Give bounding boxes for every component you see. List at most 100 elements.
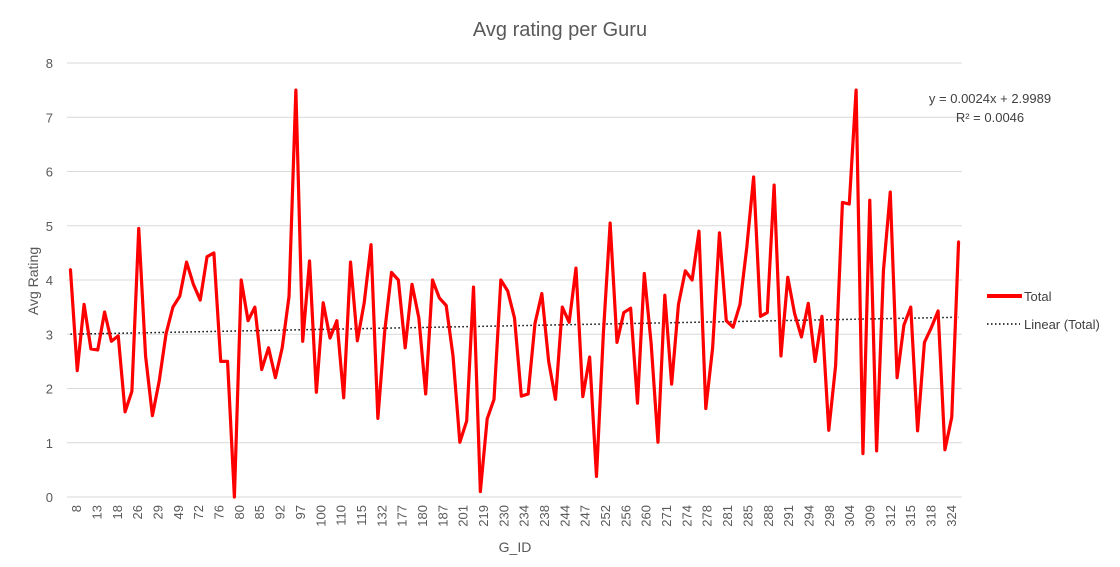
x-tick-label: 18 xyxy=(110,505,125,519)
data-point xyxy=(322,301,325,304)
data-point xyxy=(376,417,380,420)
data-point xyxy=(137,227,140,230)
data-point xyxy=(144,354,147,358)
data-point xyxy=(465,419,468,423)
data-point xyxy=(629,307,632,310)
data-point xyxy=(718,231,721,234)
data-point xyxy=(793,312,796,315)
data-point xyxy=(178,295,181,298)
x-tick-label: 180 xyxy=(415,505,430,527)
data-point xyxy=(485,417,489,421)
data-point xyxy=(547,360,550,363)
data-point xyxy=(130,390,134,393)
data-point xyxy=(513,316,516,320)
data-point xyxy=(649,342,653,345)
data-point xyxy=(390,271,393,274)
x-tick-label: 26 xyxy=(130,505,145,519)
data-point xyxy=(117,334,120,338)
data-point xyxy=(219,360,222,363)
data-point xyxy=(848,202,851,206)
x-tick-label: 80 xyxy=(232,505,247,519)
data-point xyxy=(943,448,947,451)
data-point xyxy=(274,376,277,379)
data-point xyxy=(772,183,776,187)
data-point xyxy=(738,303,742,306)
data-point xyxy=(69,267,72,271)
data-point xyxy=(110,340,113,343)
x-tick-label: 238 xyxy=(537,505,552,527)
data-point xyxy=(342,396,345,399)
data-point xyxy=(349,260,352,264)
y-tick-label: 6 xyxy=(46,165,53,180)
data-point xyxy=(766,311,769,314)
x-tick-label: 8 xyxy=(69,505,84,512)
data-point xyxy=(192,283,195,286)
x-tick-label: 29 xyxy=(151,505,166,519)
legend-label-trendline: Linear (Total) xyxy=(1024,317,1100,332)
data-point xyxy=(287,295,291,298)
data-point xyxy=(260,368,263,371)
data-point xyxy=(417,316,421,320)
data-point xyxy=(868,199,871,202)
data-point xyxy=(957,240,960,243)
data-point xyxy=(820,315,824,318)
data-point xyxy=(335,319,339,322)
data-point xyxy=(841,201,844,204)
x-tick-label: 298 xyxy=(822,505,837,527)
data-point xyxy=(697,229,701,233)
data-points xyxy=(69,88,960,499)
x-tick-label: 312 xyxy=(883,505,898,527)
data-point xyxy=(431,278,434,282)
x-axis-title: G_ID xyxy=(499,539,532,555)
data-point xyxy=(246,319,250,322)
data-point xyxy=(151,414,154,417)
legend-label-total: Total xyxy=(1024,289,1052,304)
trendline-r-squared: R² = 0.0046 xyxy=(956,110,1024,125)
data-point xyxy=(690,278,694,282)
data-point xyxy=(574,266,578,270)
data-point xyxy=(499,278,503,282)
x-tick-label: 234 xyxy=(517,505,532,527)
data-point xyxy=(916,429,919,433)
x-tick-label: 324 xyxy=(944,505,959,527)
data-point xyxy=(711,346,714,350)
data-point xyxy=(444,304,448,307)
data-point xyxy=(424,392,427,396)
x-tick-label: 85 xyxy=(252,505,267,519)
x-axis-ticks: 8 13 18 26 29 49 72 76 80 85 92 97 100 110 115 132 177 18… xyxy=(69,505,959,527)
y-tick-label: 8 xyxy=(46,56,53,71)
data-point xyxy=(164,332,168,335)
x-tick-label: 247 xyxy=(578,505,593,527)
x-tick-label: 72 xyxy=(191,505,206,519)
data-point xyxy=(622,311,626,314)
x-tick-label: 256 xyxy=(618,505,633,527)
data-point xyxy=(615,341,619,344)
data-point xyxy=(909,305,912,309)
data-point xyxy=(813,360,817,363)
data-point xyxy=(725,319,728,322)
data-point xyxy=(533,322,537,325)
y-tick-label: 2 xyxy=(46,382,53,397)
data-point xyxy=(608,221,612,225)
data-point xyxy=(889,190,892,194)
data-point xyxy=(861,452,865,455)
data-point xyxy=(663,293,667,297)
x-tick-label: 260 xyxy=(639,505,654,527)
data-point xyxy=(199,298,202,302)
data-point xyxy=(253,305,257,309)
data-point xyxy=(602,333,605,336)
data-point xyxy=(294,88,298,92)
data-point xyxy=(479,490,482,493)
data-point xyxy=(670,382,673,386)
data-point xyxy=(403,346,407,350)
x-tick-label: 201 xyxy=(456,505,471,527)
data-point xyxy=(308,259,311,263)
data-point xyxy=(472,285,475,289)
data-point xyxy=(212,251,216,255)
data-point xyxy=(704,407,707,410)
x-tick-label: 92 xyxy=(273,505,288,519)
x-tick-label: 294 xyxy=(801,505,816,527)
data-point xyxy=(205,255,209,258)
data-point xyxy=(89,347,93,351)
